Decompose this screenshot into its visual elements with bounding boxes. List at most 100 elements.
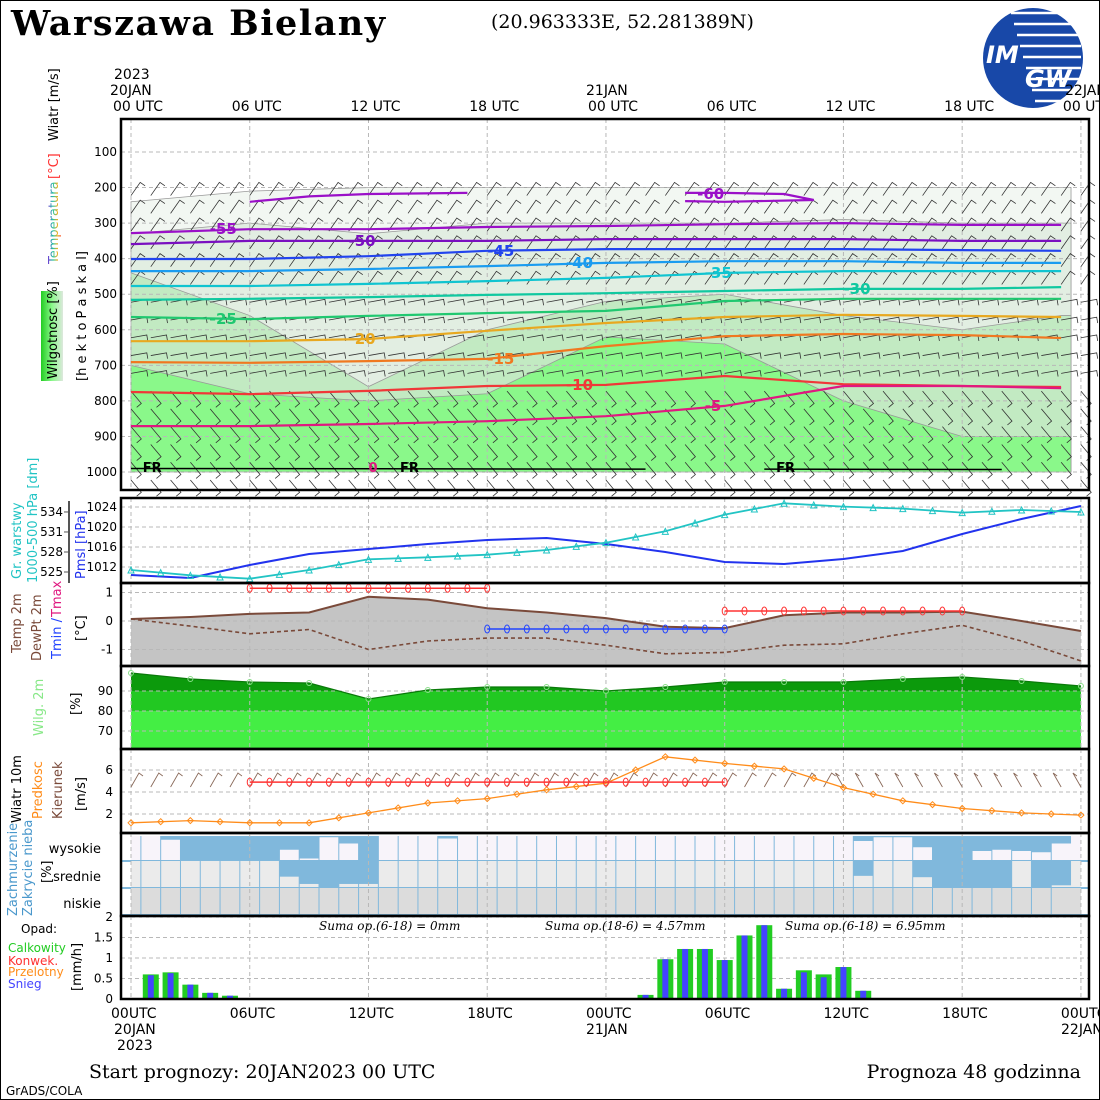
cloud-bar: [259, 836, 280, 861]
isotherm-line: [131, 260, 1062, 273]
wind-barb: [704, 217, 720, 232]
wind-barb: [368, 316, 386, 324]
wind-speed-marker: [691, 756, 699, 764]
geopotential-marker: [928, 506, 937, 515]
label-geopotential-unit: 1000-500 hPa [dm]: [26, 458, 41, 583]
wind-barb: [1001, 370, 1019, 377]
label-rh-unit: [%]: [69, 693, 84, 716]
wind-barb: [704, 408, 716, 426]
label-geopotential: Gr. warstwy: [10, 502, 25, 579]
wind-barb: [961, 217, 977, 232]
wind-barb: [427, 217, 443, 232]
wind-barb: [744, 270, 759, 285]
wind-barb: [724, 479, 736, 497]
wind-barb: [467, 370, 485, 377]
wind-barb: [763, 217, 779, 232]
tmax-marker: [880, 606, 887, 616]
wind-barb: [269, 235, 284, 250]
wind-barb: [942, 444, 954, 461]
wind-barb: [447, 426, 459, 444]
wind-barb: [1041, 479, 1053, 497]
wind-barb: [625, 270, 641, 285]
cloud-bar: [892, 836, 913, 838]
wind-barb: [427, 235, 443, 250]
wind-speed-marker: [424, 799, 432, 807]
wind-barb: [922, 199, 937, 214]
wind-barb: [348, 270, 364, 285]
panel-frame: [119, 747, 1091, 835]
wind-barb: [328, 199, 344, 214]
label-temperature: Temperatura: [47, 181, 62, 265]
wind-barb: [961, 444, 974, 461]
precip-snow-bar: [761, 925, 768, 999]
tmin-marker: [642, 624, 649, 634]
wind-barb: [308, 390, 320, 408]
wind-barb: [348, 298, 366, 306]
geopotential-marker: [127, 565, 135, 574]
wind-barb: [427, 199, 443, 214]
wind-barb: [130, 217, 146, 232]
label-wind: Wiatr [m/s]: [47, 68, 62, 141]
cloud-bar: [319, 861, 339, 888]
wind-barb: [387, 217, 403, 232]
wind-barb: [506, 352, 525, 359]
label-cloud-1: Zachmurzenie: [6, 823, 21, 916]
wind-barb: [843, 181, 858, 196]
wind-barb: [249, 479, 261, 497]
label-tmax: Tmax: [50, 580, 65, 618]
precip-tick: 1.5: [94, 931, 113, 945]
wind-barb: [249, 253, 265, 267]
wind-direction-barb: [209, 772, 223, 788]
wind-barb: [665, 444, 677, 461]
wind-barb: [486, 479, 499, 497]
cloud-bar: [180, 836, 201, 861]
cloud-bar: [338, 861, 359, 884]
wind-barb: [526, 253, 542, 267]
wind-barb: [328, 479, 340, 497]
wind-barb: [585, 426, 598, 444]
wind-barb: [427, 316, 445, 324]
wind-barb: [486, 444, 499, 461]
wind-barb: [546, 370, 564, 377]
wind-direction-barb: [993, 772, 1003, 788]
station-title: Warszawa Bielany: [10, 3, 387, 44]
geopotential-marker: [156, 568, 165, 577]
pressure-tick: 500: [94, 287, 117, 301]
precip-tick: 0: [105, 992, 113, 1006]
wind-barb: [882, 461, 894, 479]
geopotential-marker: [988, 507, 996, 515]
wind-barb: [190, 199, 205, 214]
cloud-bar: [299, 861, 319, 884]
wind-barb: [586, 334, 604, 341]
wind-barb: [862, 390, 875, 408]
wind-barb: [645, 479, 657, 497]
isotherm-label: -30: [843, 280, 870, 298]
wind-barb: [526, 390, 538, 408]
isotherm-line: [685, 191, 815, 203]
tmax-marker: [721, 606, 728, 616]
wind-barb: [665, 461, 677, 479]
wind-barb: [902, 316, 920, 324]
wind-barb: [1060, 479, 1072, 497]
precip-snow-bar: [662, 959, 669, 999]
cloud-bar: [1051, 861, 1072, 886]
tmax-marker: [860, 606, 867, 616]
wind-barb: [368, 461, 380, 479]
wind-barb: [506, 235, 522, 250]
wind-barb: [348, 426, 360, 444]
wind-barb: [209, 217, 225, 232]
wind-barb: [803, 390, 815, 408]
cloud-bar: [279, 836, 300, 850]
wind-barb: [665, 408, 677, 426]
wind-barb: [190, 479, 202, 497]
wind-barb: [605, 181, 621, 196]
wind-direction-barb: [1032, 772, 1042, 788]
wind-barb: [170, 479, 182, 497]
wind-barb: [843, 217, 858, 232]
wind-barb: [407, 199, 423, 214]
wind-barb: [1041, 461, 1053, 479]
wind-max-marker: [543, 777, 550, 787]
precipitation-panel: 0 0.5 1 1.5 2: [94, 910, 1091, 1006]
wind-barb: [308, 217, 324, 232]
wind-barb: [902, 444, 914, 461]
